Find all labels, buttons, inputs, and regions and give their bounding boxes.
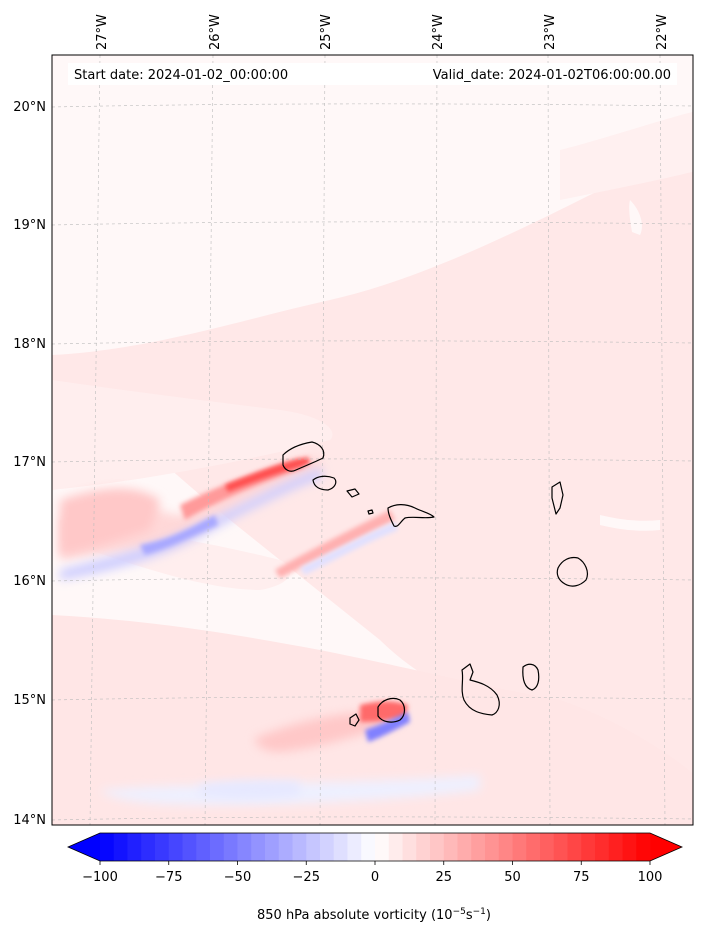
- colorbar-label-exp1: −5: [453, 907, 466, 917]
- colorbar-bin: [168, 833, 183, 861]
- colorbar-bin: [498, 833, 513, 861]
- colorbar-tick-label: −75: [155, 870, 182, 885]
- colorbar-bin: [553, 833, 568, 861]
- colorbar-bin: [113, 833, 128, 861]
- colorbar-bin: [443, 833, 458, 861]
- colorbar-label-exp2: −1: [473, 907, 486, 917]
- colorbar-tick-label: −50: [224, 870, 251, 885]
- lon-label-27w: 27°W: [95, 14, 110, 50]
- colorbar-bin: [347, 833, 362, 861]
- island-sal: [551, 481, 564, 515]
- lat-label-18n: 18°N: [13, 337, 46, 352]
- lat-label-19n: 19°N: [13, 218, 46, 233]
- lat-label-14n: 14°N: [13, 813, 46, 828]
- map-panel: [52, 55, 693, 825]
- island-santiago: [461, 663, 500, 716]
- island-brava: [349, 713, 360, 727]
- colorbar-bin: [388, 833, 403, 861]
- colorbar-bin: [127, 833, 142, 861]
- island-maio: [522, 663, 540, 691]
- colorbar-bin: [595, 833, 610, 861]
- colorbar-bin: [526, 833, 541, 861]
- colorbar-bin: [375, 833, 390, 861]
- island-branco-raso: [367, 509, 374, 515]
- colorbar-tick-label: 25: [435, 870, 452, 885]
- valid-date-label: Valid_date: 2024-01-02T06:00:00.00: [433, 68, 671, 83]
- island-sao-vicente: [312, 475, 337, 491]
- lat-label-20n: 20°N: [13, 100, 46, 115]
- colorbar-bin: [416, 833, 431, 861]
- colorbar-bin: [320, 833, 335, 861]
- colorbar-bin: [636, 833, 651, 861]
- colorbar-bin: [608, 833, 623, 861]
- colorbar-bin: [402, 833, 417, 861]
- colorbar-bin: [237, 833, 252, 861]
- colorbar-bin: [540, 833, 555, 861]
- colorbar-bin: [361, 833, 376, 861]
- island-santa-luzia: [346, 488, 360, 498]
- info-box-background: [68, 63, 677, 85]
- lon-label-23w: 23°W: [543, 14, 558, 50]
- colorbar-bin: [567, 833, 582, 861]
- islands: [282, 441, 589, 727]
- colorbar-bin: [471, 833, 486, 861]
- colorbar-bin: [485, 833, 500, 861]
- lon-label-22w: 22°W: [655, 14, 670, 50]
- colorbar-bin: [210, 833, 225, 861]
- colorbar-label-unit-mid: s: [466, 908, 473, 923]
- colorbar-bin: [100, 833, 115, 861]
- colorbar-bin: [196, 833, 211, 861]
- colorbar-label-field: 850 hPa absolute vorticity: [257, 908, 427, 923]
- date-info-box: Start date: 2024-01-02_00:00:00 Valid_da…: [68, 63, 677, 85]
- colorbar-tick-label: −25: [293, 870, 320, 885]
- colorbar-label: 850 hPa absolute vorticity (10−5s−1): [257, 907, 491, 923]
- colorbar-bin: [333, 833, 348, 861]
- lat-label-15n: 15°N: [13, 693, 46, 708]
- colorbar-bin: [141, 833, 156, 861]
- colorbar-bin: [581, 833, 596, 861]
- colorbar-extend-min: [68, 833, 100, 861]
- colorbar: −100 −75 −50 −25 0 25 50 75 100: [67, 832, 683, 885]
- island-boa-vista: [556, 556, 589, 587]
- start-date-label: Start date: 2024-01-02_00:00:00: [74, 68, 288, 83]
- colorbar-bin: [251, 833, 266, 861]
- colorbar-tick-label: 0: [371, 870, 379, 885]
- colorbar-label-unit-close: ): [486, 908, 491, 923]
- lat-label-17n: 17°N: [13, 455, 46, 470]
- colorbar-bin: [457, 833, 472, 861]
- lon-label-26w: 26°W: [208, 14, 223, 50]
- colorbar-bin: [278, 833, 293, 861]
- gridlines: [52, 55, 693, 825]
- lon-label-25w: 25°W: [319, 14, 334, 50]
- island-sao-nicolau: [387, 504, 435, 527]
- colorbar-bin: [292, 833, 307, 861]
- vorticity-field: [52, 111, 693, 825]
- colorbar-tick-label: 75: [573, 870, 590, 885]
- colorbar-bin: [223, 833, 238, 861]
- lat-label-16n: 16°N: [13, 574, 46, 589]
- colorbar-bin: [622, 833, 637, 861]
- island-santo-antao: [282, 441, 325, 472]
- latitude-labels: 20°N 19°N 18°N 17°N 16°N 15°N 14°N: [13, 100, 46, 828]
- longitude-labels: 27°W 26°W 25°W 24°W 23°W 22°W: [95, 14, 670, 50]
- colorbar-tick-label: −100: [82, 870, 118, 885]
- colorbar-bin: [155, 833, 170, 861]
- colorbar-tick-label: 50: [504, 870, 521, 885]
- colorbar-bin: [430, 833, 445, 861]
- colorbar-label-unit-open: (10: [431, 908, 453, 923]
- colorbar-extend-max: [650, 833, 682, 861]
- colorbar-tick-label: 100: [638, 870, 663, 885]
- island-fogo: [377, 697, 406, 723]
- lon-label-24w: 24°W: [431, 14, 446, 50]
- map-frame: [51, 54, 694, 826]
- colorbar-bin: [265, 833, 280, 861]
- colorbar-bin: [512, 833, 527, 861]
- colorbar-bin: [182, 833, 197, 861]
- colorbar-bin: [306, 833, 321, 861]
